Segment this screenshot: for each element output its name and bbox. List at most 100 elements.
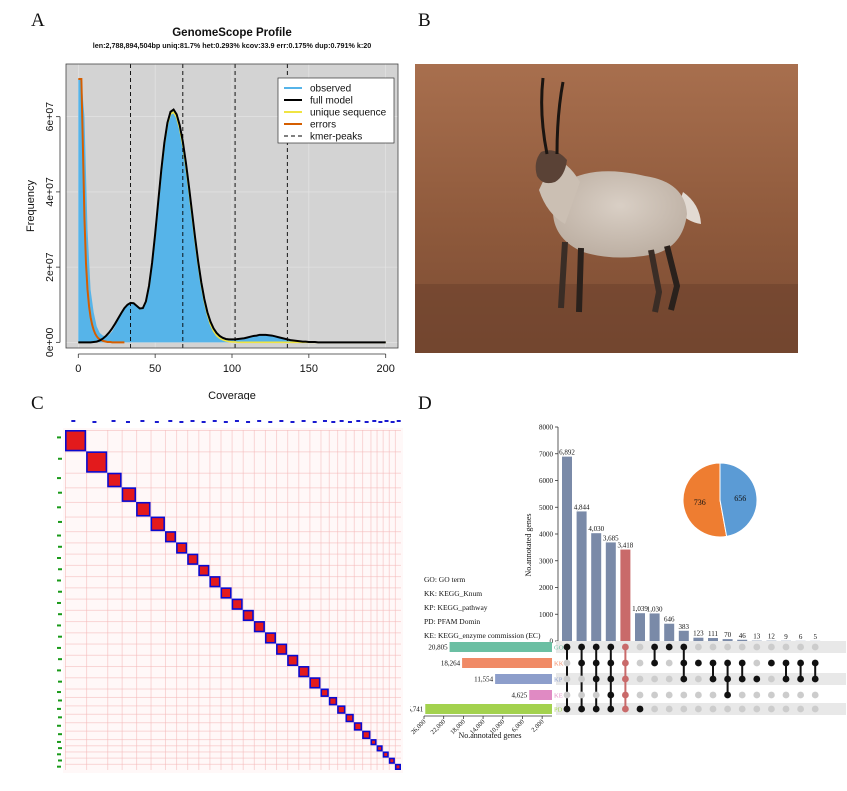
chromosome-annotation: [364, 421, 369, 423]
set-legend-line: GO: GO term: [424, 575, 465, 584]
chromosome-annotation: [57, 557, 61, 560]
full-model-line: [78, 108, 386, 344]
matrix-dot-filled: [607, 705, 615, 713]
scaffold-block: [382, 751, 389, 758]
matrix-dot-empty: [563, 675, 571, 683]
matrix-dot-filled: [782, 675, 790, 683]
matrix-dot-empty: [811, 691, 819, 699]
contact-stripe: [65, 564, 401, 566]
set-legend-line: KP: KEGG_pathway: [424, 603, 488, 612]
matrix-dot-empty: [797, 691, 804, 699]
contact-stripe: [320, 430, 322, 770]
contact-stripe: [65, 516, 401, 518]
chromosome-annotation: [57, 436, 61, 439]
matrix-dot-empty: [753, 643, 761, 651]
bar-value-label: 12: [768, 633, 776, 641]
chromosome-annotation: [58, 520, 62, 523]
contact-stripe: [65, 430, 66, 770]
matrix-dot-filled: [782, 659, 790, 667]
chromosome-annotation: [57, 707, 61, 710]
pie-slice: [719, 462, 758, 537]
intersection-bar: [693, 637, 704, 641]
antelope-head: [535, 150, 567, 184]
chromosome-annotation: [257, 420, 262, 422]
matrix-dot-filled: [563, 705, 571, 713]
legend-label: kmer-peaks: [310, 132, 362, 143]
chromosome-annotation: [57, 669, 61, 672]
matrix-dot-empty: [578, 675, 585, 683]
matrix-dot-filled: [651, 659, 658, 667]
scaffold-block: [107, 472, 122, 488]
set-size-tick-label: 26,000: [410, 718, 427, 736]
contact-stripe: [65, 430, 401, 431]
matrix-dot-filled: [738, 675, 746, 683]
x-tick-label: 50: [149, 363, 161, 375]
contact-stripe: [164, 430, 166, 770]
matrix-dot-filled: [797, 675, 804, 683]
chromosome-annotation: [331, 421, 336, 423]
intersection-bar: [664, 623, 675, 641]
chromosome-annotation: [223, 421, 228, 423]
x-tick-label: 0: [75, 363, 81, 375]
matrix-dot-filled: [607, 675, 615, 683]
chromosome-annotation: [268, 421, 273, 423]
contact-stripe: [65, 654, 401, 656]
chromosome-annotation: [312, 421, 317, 423]
pie-slice-label: 736: [694, 498, 706, 507]
scaffold-block: [287, 654, 299, 667]
chromosome-annotation: [290, 421, 295, 423]
matrix-dot-filled: [811, 659, 819, 667]
scaffold-block: [198, 564, 210, 577]
scaffold-block: [362, 730, 371, 740]
matrix-dot-filled: [563, 643, 571, 651]
matrix-dot-filled: [622, 659, 629, 667]
chromosome-annotation: [57, 646, 61, 649]
contact-stripe: [209, 430, 211, 770]
contact-stripe: [309, 430, 311, 770]
scaffold-block: [388, 757, 395, 764]
y-tick-label: 0e+00: [44, 327, 56, 357]
matrix-dot-empty: [680, 705, 688, 713]
matrix-dot-empty: [665, 659, 673, 667]
matrix-dot-empty: [665, 705, 673, 713]
antelope-horn-left: [540, 77, 549, 155]
set-size-label: 18,264: [441, 660, 461, 668]
bar-value-label: 123: [693, 630, 704, 638]
matrix-dot-empty: [695, 675, 702, 683]
panel-label-d: D: [418, 393, 432, 414]
matrix-dot-empty: [651, 691, 658, 699]
x-tick-label: 100: [223, 363, 241, 375]
matrix-dot-filled: [622, 705, 629, 713]
observed-area: [78, 79, 386, 343]
matrix-dot-filled: [622, 675, 629, 683]
matrix-dot-filled: [636, 705, 644, 713]
contact-stripe: [65, 677, 401, 679]
y-axis-label: Frequency: [25, 180, 37, 232]
contact-stripe: [376, 430, 378, 770]
intersection-bar: [591, 533, 602, 641]
chromosome-annotation: [57, 506, 61, 509]
matrix-dot-filled: [753, 675, 761, 683]
matrix-dot-empty: [680, 691, 688, 699]
matrix-dot-empty: [768, 643, 775, 651]
set-size-label: 4,625: [511, 692, 527, 700]
chromosome-annotation: [301, 420, 306, 422]
scaffold-block: [150, 516, 165, 532]
chromosome-annotation: [356, 420, 361, 422]
scaffold-block: [242, 609, 254, 622]
set-size-bar: [425, 704, 552, 714]
matrix-dot-filled: [622, 643, 629, 651]
contact-stripe: [220, 430, 222, 770]
contact-stripe: [65, 643, 401, 645]
set-legend-line: KE: KEGG_enzyme commission (EC): [424, 631, 541, 640]
scaffold-block: [345, 713, 354, 723]
bar-value-label: 6,892: [559, 449, 575, 457]
matrix-dot-empty: [811, 705, 819, 713]
scaffold-block: [253, 621, 265, 633]
chromosome-annotation: [58, 590, 62, 593]
chromosome-annotation: [58, 457, 62, 460]
legend-label: observed: [310, 84, 351, 95]
chromosome-annotation: [154, 421, 159, 423]
contact-stripe: [65, 621, 401, 623]
matrix-dot-filled: [592, 675, 600, 683]
